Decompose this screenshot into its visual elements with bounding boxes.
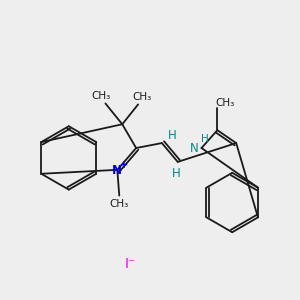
Text: I⁻: I⁻	[124, 257, 136, 271]
Text: +: +	[120, 160, 128, 170]
Text: CH₃: CH₃	[132, 92, 152, 101]
Text: CH₃: CH₃	[92, 91, 111, 100]
Text: N: N	[190, 142, 199, 154]
Text: CH₃: CH₃	[216, 98, 235, 108]
Text: H: H	[167, 129, 176, 142]
Text: N: N	[112, 164, 122, 177]
Text: CH₃: CH₃	[110, 200, 129, 209]
Text: H: H	[171, 167, 180, 180]
Text: H: H	[201, 134, 208, 144]
